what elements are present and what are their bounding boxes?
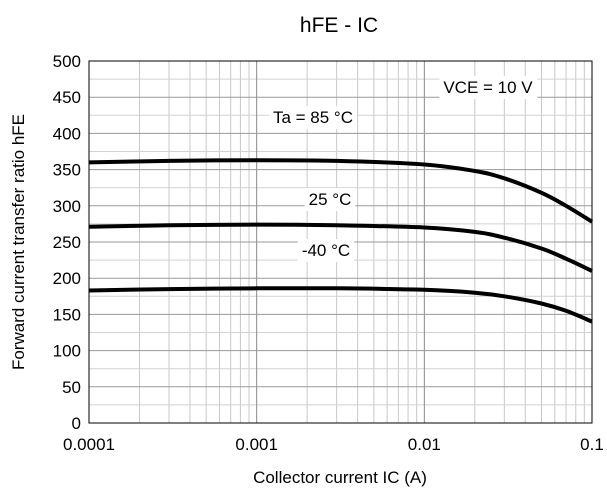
y-tick-labels: 0 50 100 150 200 250 300 350 400 450 500 (53, 52, 81, 433)
y-tick-label: 150 (53, 305, 81, 324)
y-tick-label: 350 (53, 161, 81, 180)
label-text: 25 °C (309, 190, 352, 209)
series-line (88, 158, 594, 224)
label-background (439, 76, 538, 99)
x-tick-label: 0.0001 (63, 435, 115, 454)
y-tick-label: 50 (62, 378, 81, 397)
plot-frame (88, 60, 593, 424)
label-text: -40 °C (302, 241, 350, 260)
x-tick-label: 0.01 (408, 435, 441, 454)
vce-annotation: VCE = 10 V (439, 76, 538, 99)
y-tick-label: 300 (53, 197, 81, 216)
label-text: VCE = 10 V (443, 78, 533, 97)
series-labels: VCE = 10 V Ta = 85 °C 25 °C -40 °C (268, 76, 538, 262)
series-layer (88, 158, 594, 324)
series-line (88, 286, 593, 324)
series-label-85c: Ta = 85 °C (268, 106, 358, 129)
chart-title: hFE - IC (300, 14, 378, 37)
label-background (297, 239, 355, 262)
series-label-minus40c: -40 °C (297, 239, 355, 262)
series-line (88, 222, 593, 273)
y-axis-label: Forward current transfer ratio hFE (9, 114, 28, 370)
x-tick-label: 0.1 (580, 435, 604, 454)
y-tick-label: 250 (53, 233, 81, 252)
y-tick-label: 450 (53, 88, 81, 107)
label-background (268, 106, 358, 129)
series-label-25c: 25 °C (304, 188, 356, 211)
label-text: Ta = 85 °C (273, 108, 353, 127)
x-tick-label: 0.001 (235, 435, 278, 454)
x-axis-label: Collector current IC (A) (253, 468, 427, 487)
label-background (304, 188, 356, 211)
x-tick-labels: 0.0001 0.001 0.01 0.1 (63, 435, 604, 454)
y-tick-label: 0 (72, 414, 81, 433)
y-tick-label: 500 (53, 52, 81, 71)
y-tick-label: 100 (53, 342, 81, 361)
y-tick-label: 400 (53, 124, 81, 143)
y-tick-label: 200 (53, 269, 81, 288)
